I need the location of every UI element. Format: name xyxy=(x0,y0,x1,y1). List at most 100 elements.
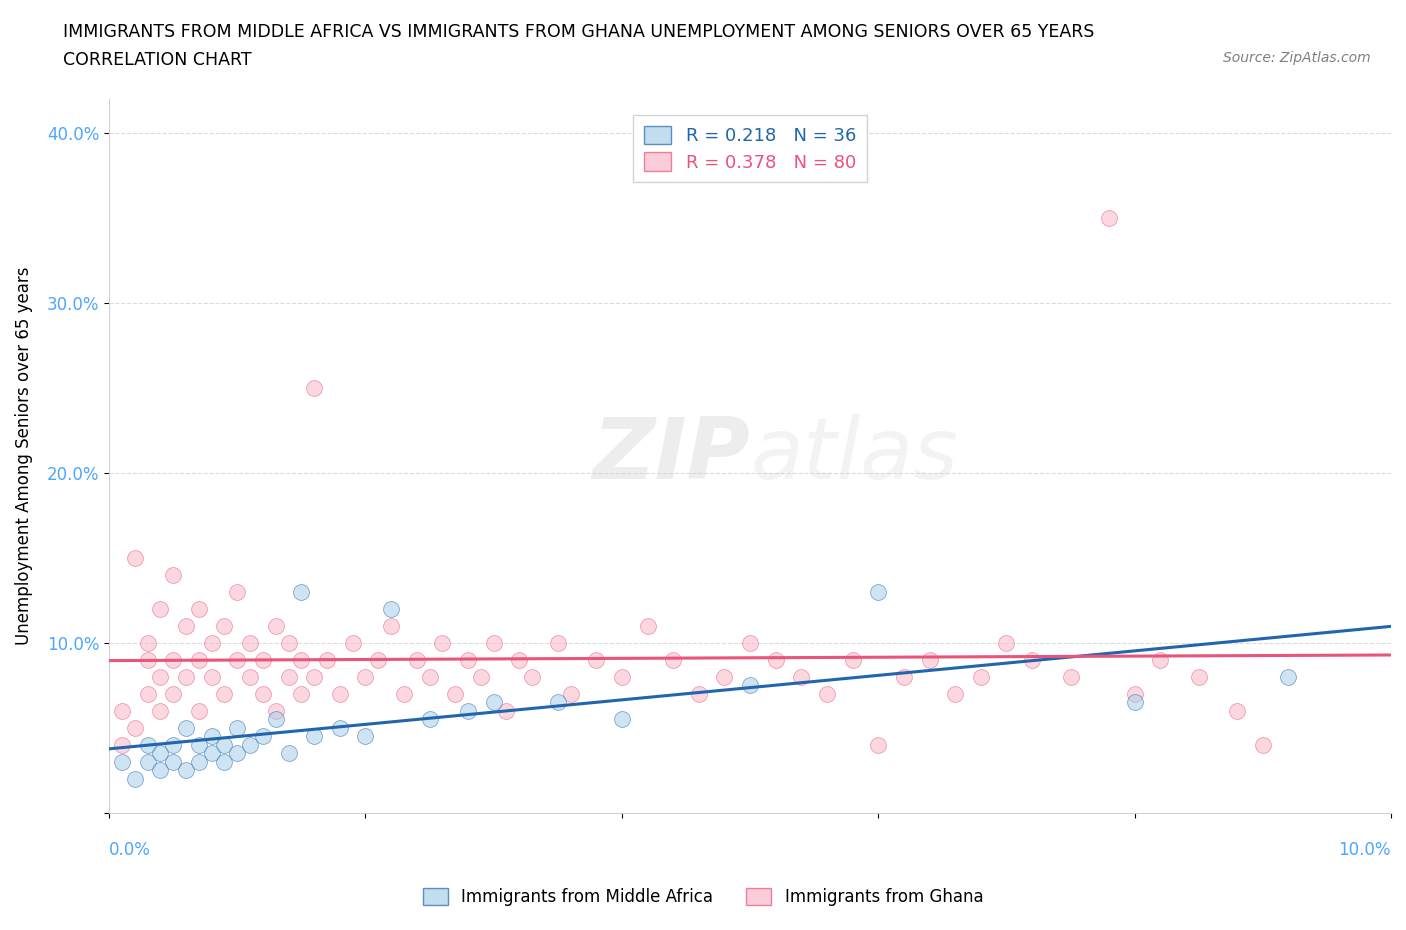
Point xyxy=(174,670,197,684)
Point xyxy=(201,635,224,650)
Point xyxy=(419,711,441,726)
Point xyxy=(419,670,441,684)
Point xyxy=(149,763,172,777)
Point xyxy=(354,670,377,684)
Point xyxy=(316,652,339,667)
Point xyxy=(149,703,172,718)
Point xyxy=(162,737,184,752)
Point xyxy=(1098,210,1121,225)
Legend: Immigrants from Middle Africa, Immigrants from Ghana: Immigrants from Middle Africa, Immigrant… xyxy=(416,881,990,912)
Point xyxy=(290,652,312,667)
Point xyxy=(252,686,274,701)
Point xyxy=(995,635,1018,650)
Point xyxy=(162,652,184,667)
Point xyxy=(841,652,863,667)
Point xyxy=(637,618,659,633)
Point xyxy=(1059,670,1081,684)
Point xyxy=(432,635,454,650)
Point xyxy=(713,670,735,684)
Point xyxy=(111,737,134,752)
Legend: R = 0.218   N = 36, R = 0.378   N = 80: R = 0.218 N = 36, R = 0.378 N = 80 xyxy=(633,115,868,182)
Point xyxy=(367,652,389,667)
Point xyxy=(342,635,364,650)
Point xyxy=(610,670,633,684)
Point xyxy=(201,670,224,684)
Point xyxy=(201,746,224,761)
Point xyxy=(239,737,262,752)
Point xyxy=(1226,703,1249,718)
Point xyxy=(868,737,890,752)
Point xyxy=(252,652,274,667)
Point xyxy=(970,670,993,684)
Point xyxy=(495,703,517,718)
Point xyxy=(226,652,249,667)
Text: IMMIGRANTS FROM MIDDLE AFRICA VS IMMIGRANTS FROM GHANA UNEMPLOYMENT AMONG SENIOR: IMMIGRANTS FROM MIDDLE AFRICA VS IMMIGRA… xyxy=(63,23,1095,41)
Point xyxy=(765,652,787,667)
Point xyxy=(547,635,569,650)
Point xyxy=(943,686,966,701)
Point xyxy=(111,754,134,769)
Point xyxy=(662,652,685,667)
Point xyxy=(547,695,569,710)
Point xyxy=(444,686,467,701)
Point xyxy=(1251,737,1274,752)
Point xyxy=(226,584,249,599)
Point xyxy=(482,635,505,650)
Point xyxy=(868,584,890,599)
Point xyxy=(264,618,287,633)
Point xyxy=(187,652,209,667)
Point xyxy=(136,686,159,701)
Point xyxy=(214,686,236,701)
Point xyxy=(174,720,197,735)
Point xyxy=(482,695,505,710)
Point xyxy=(174,618,197,633)
Point xyxy=(264,703,287,718)
Point xyxy=(239,670,262,684)
Point xyxy=(508,652,530,667)
Point xyxy=(252,728,274,743)
Text: 0.0%: 0.0% xyxy=(110,841,150,859)
Text: ZIP: ZIP xyxy=(592,414,749,498)
Point xyxy=(214,754,236,769)
Point xyxy=(149,601,172,616)
Point xyxy=(136,635,159,650)
Point xyxy=(392,686,415,701)
Point xyxy=(187,737,209,752)
Text: CORRELATION CHART: CORRELATION CHART xyxy=(63,51,252,69)
Point xyxy=(201,728,224,743)
Point xyxy=(1149,652,1171,667)
Point xyxy=(174,763,197,777)
Point xyxy=(1021,652,1043,667)
Point xyxy=(302,670,325,684)
Point xyxy=(380,618,402,633)
Point xyxy=(457,652,479,667)
Point xyxy=(162,686,184,701)
Point xyxy=(738,678,761,693)
Point xyxy=(136,737,159,752)
Point xyxy=(329,686,352,701)
Point xyxy=(264,711,287,726)
Point xyxy=(187,754,209,769)
Point xyxy=(162,754,184,769)
Point xyxy=(226,746,249,761)
Point xyxy=(111,703,134,718)
Point xyxy=(124,771,146,786)
Point xyxy=(1277,670,1299,684)
Point xyxy=(329,720,352,735)
Point xyxy=(277,670,299,684)
Point xyxy=(815,686,838,701)
Point xyxy=(239,635,262,650)
Point xyxy=(918,652,941,667)
Point xyxy=(560,686,582,701)
Point xyxy=(1123,695,1146,710)
Point xyxy=(790,670,813,684)
Point xyxy=(136,652,159,667)
Point xyxy=(149,670,172,684)
Text: atlas: atlas xyxy=(749,414,957,498)
Point xyxy=(302,728,325,743)
Point xyxy=(688,686,710,701)
Point xyxy=(290,584,312,599)
Point xyxy=(214,618,236,633)
Point xyxy=(738,635,761,650)
Point xyxy=(893,670,915,684)
